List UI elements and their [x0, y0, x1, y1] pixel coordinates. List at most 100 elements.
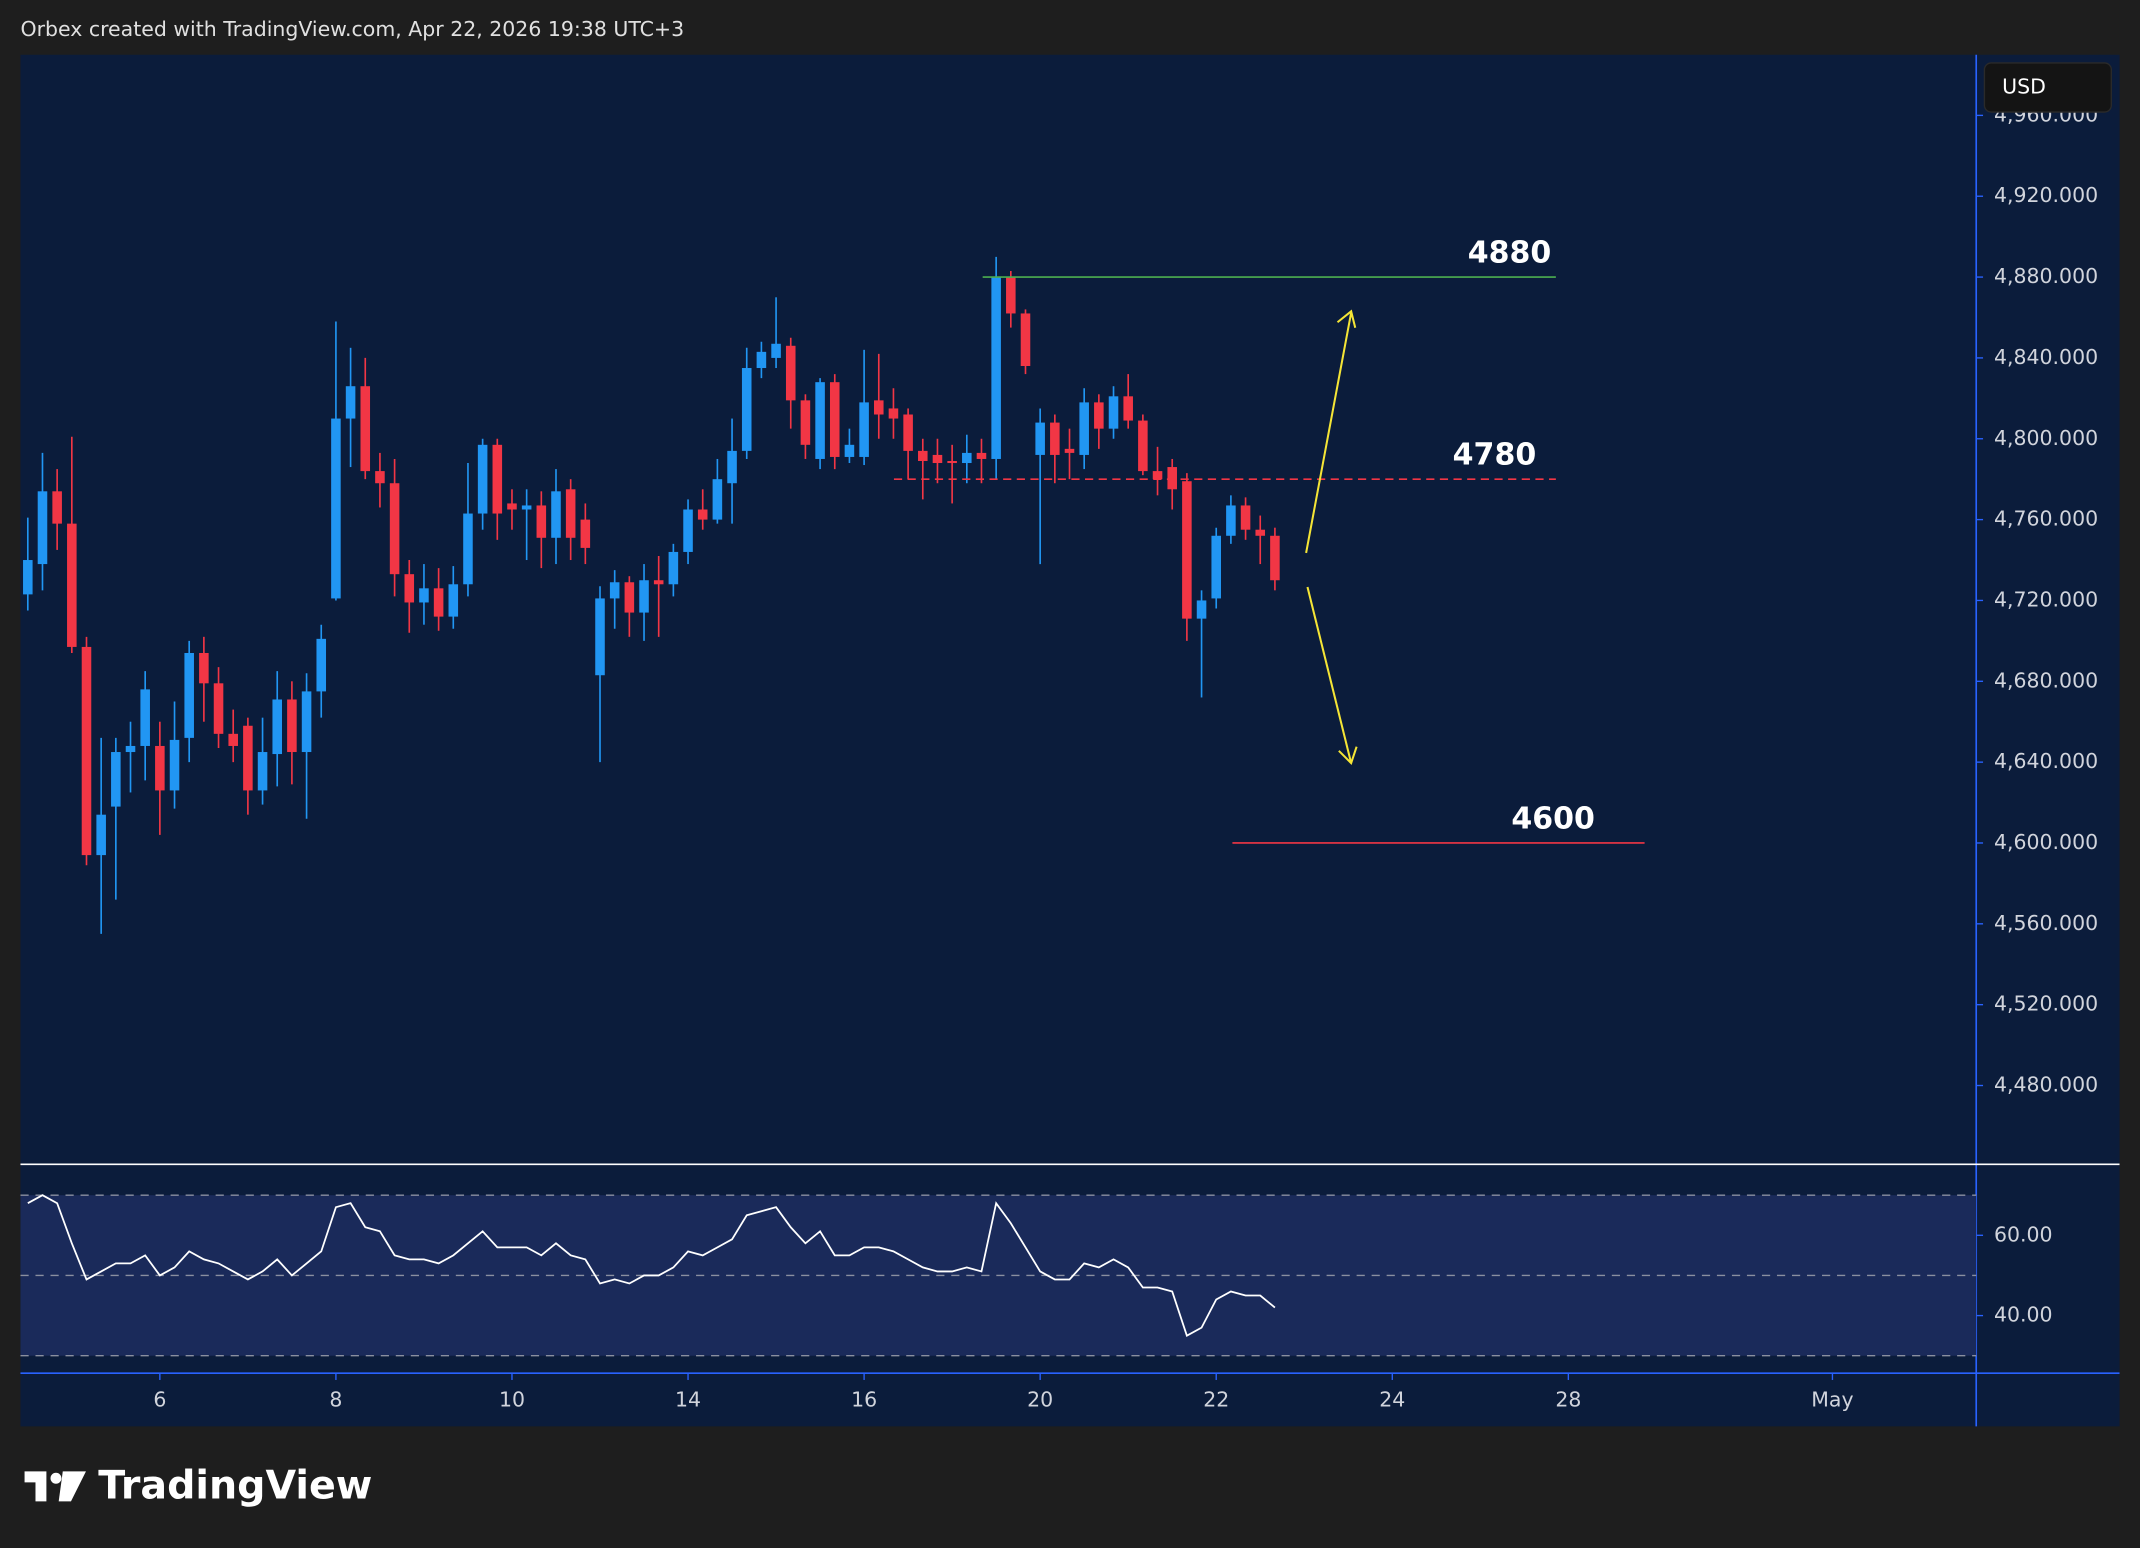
- y-tick-label: 4,760.000: [1994, 507, 2098, 531]
- x-tick-label: 16: [851, 1387, 877, 1411]
- candle-body: [448, 584, 459, 617]
- candle-body: [1182, 481, 1192, 619]
- candle-body: [815, 382, 825, 459]
- header-text: Orbex created with TradingView.com, Apr …: [20, 17, 684, 41]
- y-tick-label: 4,520.000: [1994, 992, 2098, 1016]
- candle-body: [1079, 402, 1089, 455]
- candle-body: [551, 491, 561, 538]
- candle-body: [947, 460, 957, 464]
- candle-body: [932, 454, 943, 464]
- level-label: 4880: [1468, 235, 1552, 270]
- y-tick-label: 4,840.000: [1994, 345, 2098, 369]
- candle-body: [565, 489, 576, 538]
- candle-body: [272, 699, 283, 755]
- candle-body: [697, 509, 708, 520]
- candle-body: [199, 652, 209, 684]
- candle-body: [389, 483, 400, 575]
- candle-body: [844, 444, 855, 457]
- candle-body: [1255, 529, 1266, 536]
- candle-body: [375, 471, 385, 484]
- candle-body: [1152, 471, 1163, 480]
- candle-body: [316, 638, 327, 692]
- candle-body: [991, 277, 1001, 459]
- x-tick-label: 10: [499, 1387, 525, 1411]
- candle-body: [360, 386, 371, 472]
- candle-body: [96, 814, 106, 856]
- candle-body: [140, 689, 150, 746]
- candle-body: [169, 739, 180, 791]
- candle-body: [23, 560, 33, 595]
- candle-body: [962, 452, 972, 464]
- candle-body: [521, 505, 532, 510]
- x-tick-label: May: [1811, 1387, 1853, 1411]
- y-tick-label: 4,640.000: [1994, 749, 2098, 773]
- candle-body: [1064, 448, 1075, 453]
- x-tick-label: 20: [1027, 1387, 1053, 1411]
- candle-body: [1138, 420, 1148, 472]
- candle-body: [67, 523, 77, 647]
- candle-body: [668, 551, 679, 585]
- y-tick-label: 4,920.000: [1994, 183, 2098, 207]
- candle-body: [595, 598, 605, 676]
- candle-body: [1167, 467, 1177, 490]
- rsi-tick-label: 60.00: [1994, 1222, 2053, 1246]
- x-tick-label: 24: [1379, 1387, 1405, 1411]
- candle-body: [37, 491, 48, 565]
- candle-body: [463, 513, 473, 585]
- candle-body: [52, 491, 62, 524]
- x-tick-label: 22: [1203, 1387, 1229, 1411]
- brand-name: TradingView: [98, 1462, 372, 1508]
- candle-body: [477, 444, 488, 514]
- candle-body: [301, 691, 312, 753]
- candle-body: [536, 505, 547, 538]
- candle-body: [1094, 402, 1104, 429]
- candle-body: [1006, 277, 1016, 314]
- candle-body: [419, 588, 429, 603]
- candle-body: [81, 646, 92, 856]
- candle-body: [404, 574, 415, 603]
- currency-button[interactable]: [1983, 62, 2113, 113]
- candle-body: [155, 745, 165, 791]
- candle-body: [287, 699, 297, 753]
- candle-body: [653, 580, 664, 585]
- candle-body: [903, 414, 913, 451]
- brand-logo: [24, 1471, 86, 1502]
- x-tick-label: 28: [1555, 1387, 1581, 1411]
- candle-body: [331, 418, 341, 599]
- candle-body: [1226, 505, 1236, 536]
- candle-body: [492, 444, 503, 514]
- y-tick-label: 4,680.000: [1994, 668, 2098, 692]
- level-label: 4600: [1511, 801, 1595, 836]
- candle-body: [1020, 313, 1031, 367]
- candle-body: [918, 450, 928, 461]
- y-tick-label: 4,480.000: [1994, 1073, 2098, 1097]
- candle-body: [1108, 396, 1119, 429]
- candle-body: [1240, 505, 1251, 530]
- candle-body: [800, 400, 811, 445]
- candle-body: [433, 588, 444, 617]
- candle-body: [756, 351, 767, 369]
- candle-body: [785, 345, 796, 401]
- candle-body: [1270, 535, 1280, 581]
- candle-body: [111, 752, 121, 807]
- y-tick-label: 4,880.000: [1994, 264, 2098, 288]
- candle-body: [859, 402, 869, 457]
- candle-body: [829, 382, 840, 457]
- candle-body: [712, 479, 723, 520]
- candle-body: [771, 343, 781, 358]
- candle-body: [1050, 422, 1060, 455]
- y-tick-label: 4,800.000: [1994, 426, 2098, 450]
- candle-body: [228, 733, 238, 746]
- candle-body: [639, 580, 649, 613]
- y-tick-label: 4,600.000: [1994, 830, 2098, 854]
- candle-body: [976, 452, 987, 459]
- candle-body: [243, 725, 253, 791]
- candle-body: [609, 582, 620, 599]
- candle-body: [683, 509, 693, 552]
- arrow-down: [1306, 586, 1358, 765]
- arrow-up: [1305, 309, 1357, 554]
- candle-body: [213, 683, 224, 734]
- candle-body: [345, 386, 356, 419]
